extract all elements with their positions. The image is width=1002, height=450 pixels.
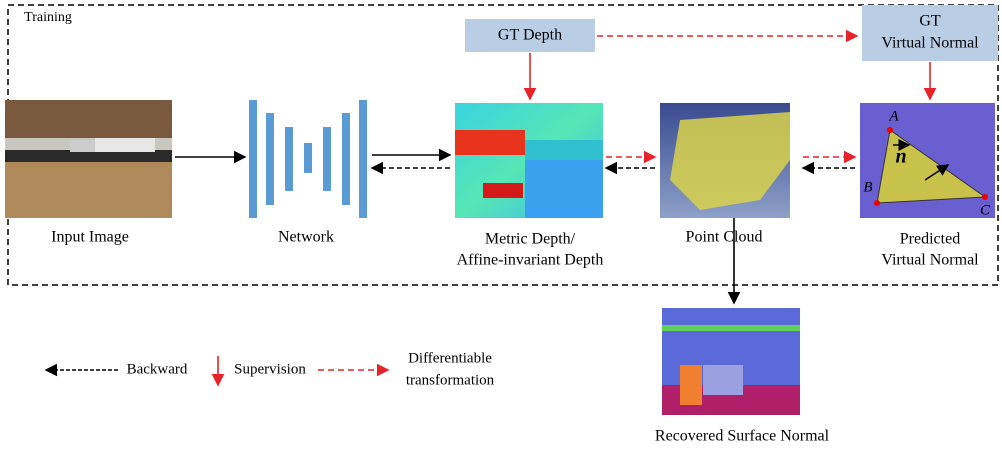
node-label: Input Image	[51, 229, 129, 246]
legend-marks	[46, 356, 388, 385]
gt-vn-label: Virtual Normal	[881, 35, 979, 52]
point-a: A	[888, 108, 899, 124]
page: Training GT Depth GT Virtual Normal	[0, 0, 1002, 450]
node-label: Metric Depth/	[485, 231, 576, 248]
predicted-vn	[860, 103, 995, 218]
legend-label: Supervision	[234, 361, 306, 377]
node-label: Affine-invariant Depth	[457, 252, 604, 269]
diagram: Training GT Depth GT Virtual Normal	[0, 0, 1002, 450]
gt-depth-label: GT Depth	[498, 27, 562, 44]
node-label: Virtual Normal	[881, 252, 979, 269]
node-label: Recovered Surface Normal	[655, 428, 830, 445]
legend-label: Differentiable	[408, 350, 492, 366]
point-b: B	[863, 179, 872, 195]
point-c: C	[980, 202, 991, 218]
depth-map	[455, 103, 603, 218]
node-label: Predicted	[900, 231, 960, 248]
recovered-normal	[662, 308, 800, 415]
input-image	[5, 100, 172, 218]
node-label: Point Cloud	[686, 229, 763, 246]
legend-label: transformation	[406, 372, 495, 388]
gt-vn-label: GT	[919, 13, 941, 30]
legend-label: Backward	[127, 361, 188, 377]
node-label: Network	[278, 229, 334, 246]
training-label: Training	[24, 10, 72, 25]
network	[249, 100, 367, 218]
normal-symbol: n	[895, 146, 906, 168]
point-cloud	[660, 103, 790, 218]
